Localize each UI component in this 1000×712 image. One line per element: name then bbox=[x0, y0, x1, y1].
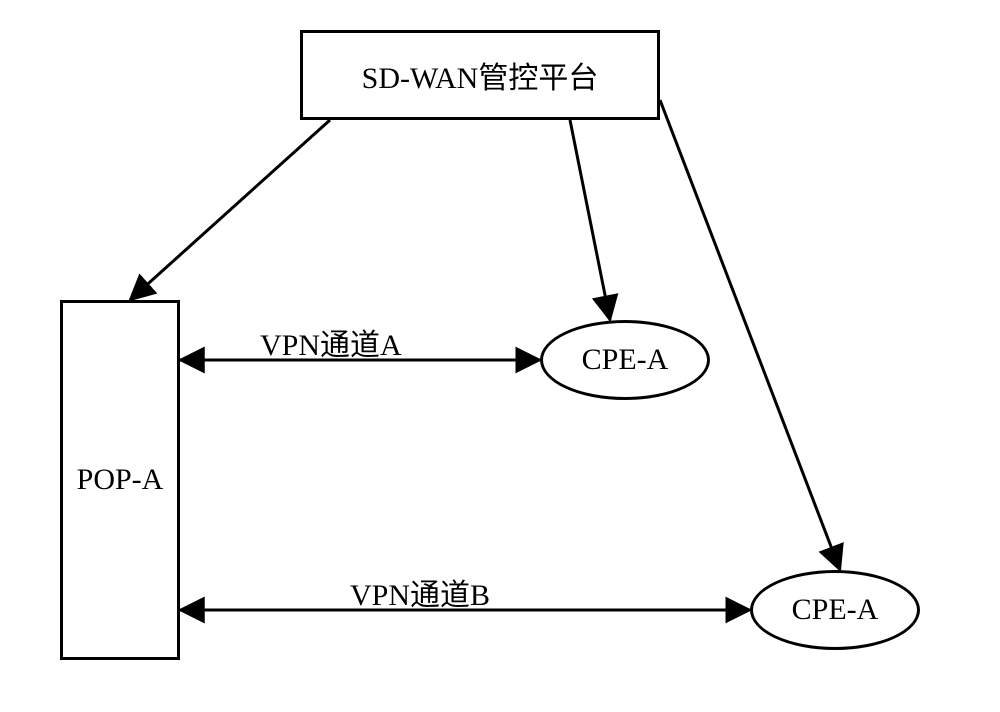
edge-platform-to-pop bbox=[130, 120, 330, 300]
edge-platform-to-cpe-top bbox=[570, 120, 610, 320]
edge-vpn-b-label: VPN通道B bbox=[350, 570, 490, 614]
node-pop-a: POP-A bbox=[60, 300, 180, 660]
node-platform-label: SD-WAN管控平台 bbox=[362, 53, 599, 97]
node-cpe-a-bottom: CPE-A bbox=[750, 570, 920, 650]
node-platform: SD-WAN管控平台 bbox=[300, 30, 660, 120]
node-cpe-a-top: CPE-A bbox=[540, 320, 710, 400]
edge-vpn-a-label: VPN通道A bbox=[260, 320, 402, 364]
node-cpe-a-bottom-label: CPE-A bbox=[792, 593, 879, 627]
node-cpe-a-top-label: CPE-A bbox=[582, 343, 669, 377]
diagram-canvas: SD-WAN管控平台 POP-A CPE-A CPE-A VPN通道A VPN通… bbox=[0, 0, 1000, 712]
node-pop-a-label: POP-A bbox=[77, 463, 164, 497]
